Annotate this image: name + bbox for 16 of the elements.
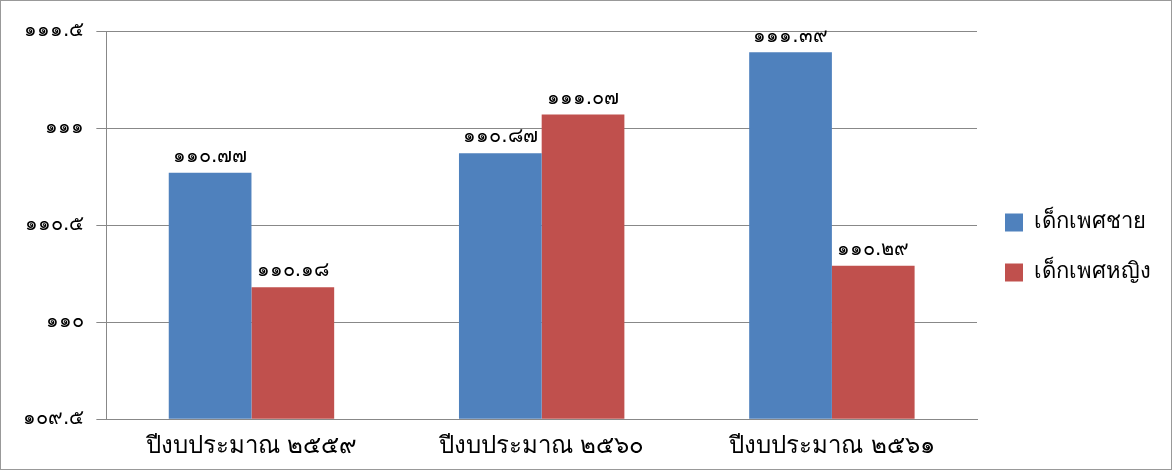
y-tick-label: ๑๑๑.๕	[24, 17, 85, 42]
y-tick-label: ๑๑๐.๕	[25, 211, 85, 236]
y-tick-label: ๑๑๑	[45, 114, 85, 139]
x-tick-label: ปีงบประมาณ ๒๕๕๙	[144, 430, 358, 459]
legend-label: เด็กเพศหญิง	[1034, 256, 1151, 284]
data-label: ๑๑๐.๒๙	[837, 236, 910, 261]
data-label: ๑๑๐.๑๘	[256, 257, 329, 282]
x-tick-label: ปีงบประมาณ ๒๕๖๑	[728, 430, 935, 459]
data-label: ๑๑๑.๓๙	[753, 22, 828, 47]
data-label: ๑๑๐.๗๗	[172, 142, 248, 167]
legend-label: เด็กเพศชาย	[1034, 206, 1146, 234]
x-tick-label: ปีงบประมาณ ๒๕๖๐	[437, 430, 645, 459]
data-label: ๑๑๐.๘๗	[463, 123, 538, 148]
y-tick-label: ๑๐๙.๕	[23, 405, 85, 430]
data-label: ๑๑๑.๐๗	[546, 84, 620, 109]
y-tick-label: ๑๑๐	[46, 308, 85, 333]
